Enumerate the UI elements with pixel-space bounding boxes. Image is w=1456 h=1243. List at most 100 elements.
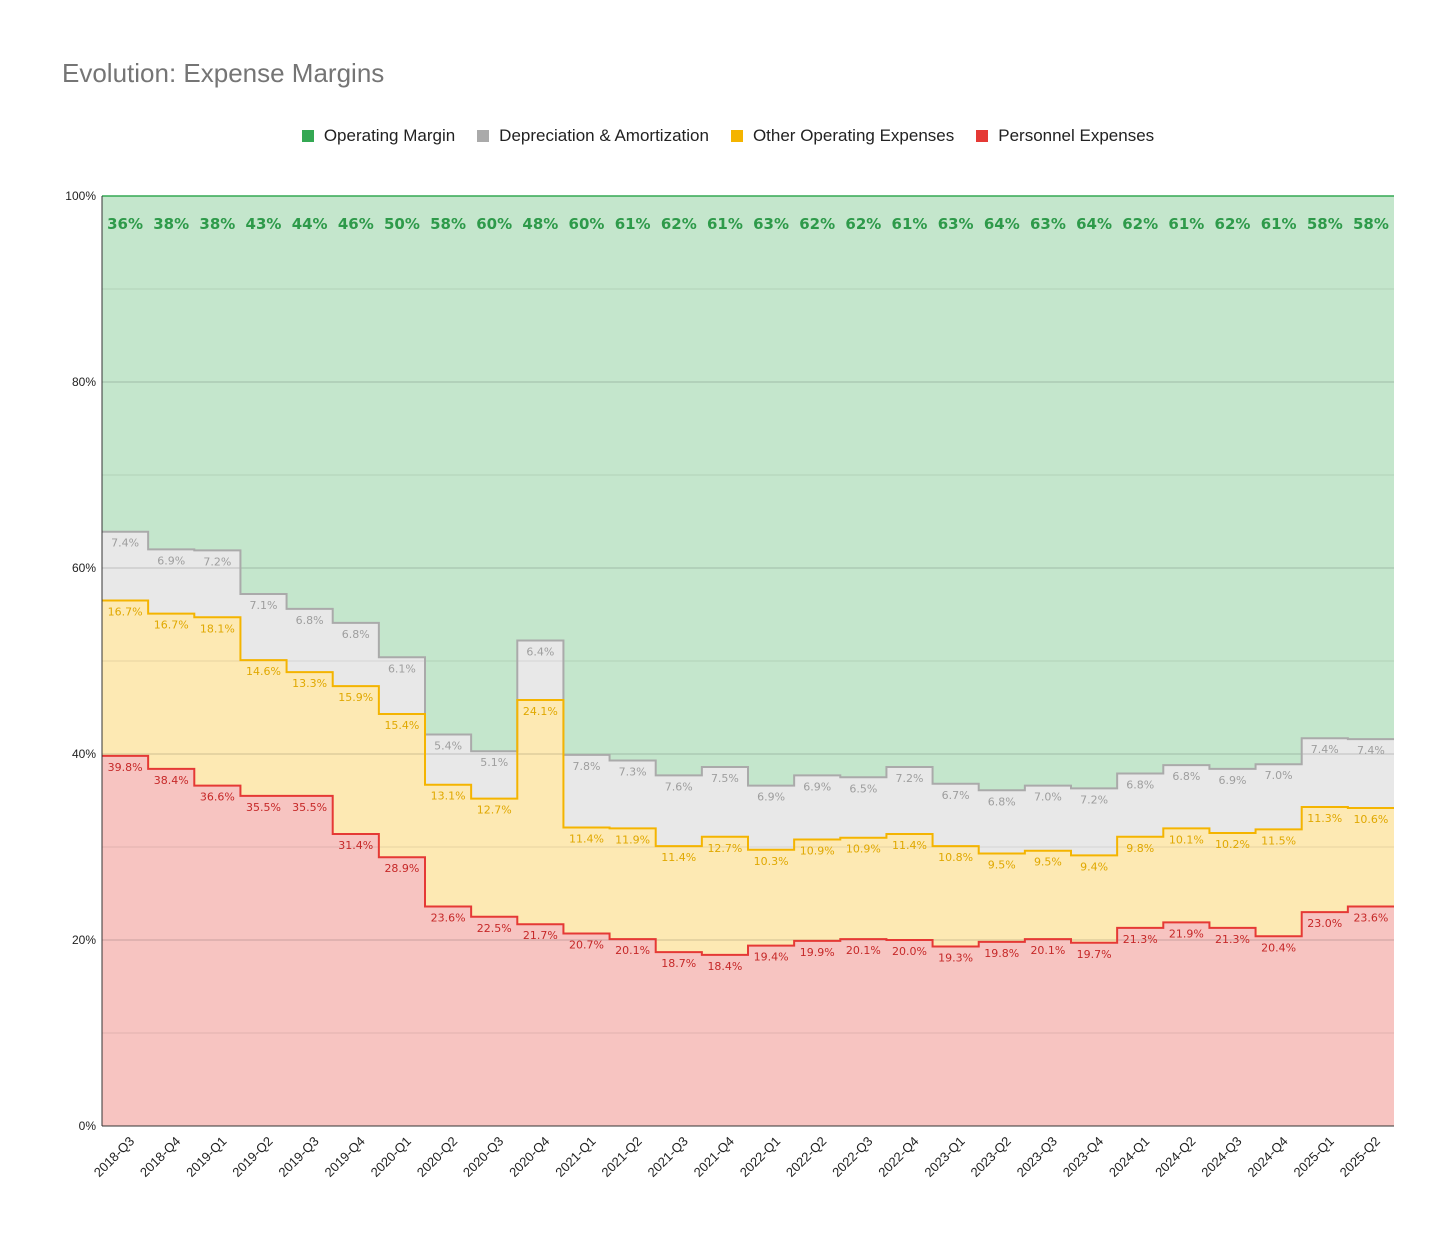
personnel-expenses-data-label: 21.3% [1123, 933, 1158, 946]
personnel-expenses-data-label: 20.1% [1030, 944, 1065, 957]
legend-label: Operating Margin [323, 126, 456, 145]
personnel-expenses-data-label: 20.7% [569, 938, 604, 951]
operating-margin-data-label: 62% [1122, 215, 1158, 233]
depreciation-and-amortization-data-label: 6.1% [388, 662, 416, 675]
personnel-expenses-data-label: 19.8% [984, 947, 1019, 960]
operating-margin-data-label: 62% [1215, 215, 1251, 233]
depreciation-and-amortization-data-label: 6.9% [757, 791, 785, 804]
depreciation-and-amortization-data-label: 7.1% [250, 599, 278, 612]
x-tick-label: 2021-Q2 [598, 1134, 644, 1180]
operating-margin-data-label: 38% [153, 215, 189, 233]
legend-item-operating-margin: Operating Margin [301, 126, 456, 146]
operating-margin-data-label: 43% [246, 215, 282, 233]
chart-legend: Operating Margin Depreciation & Amortizat… [0, 126, 1456, 146]
depreciation-and-amortization-data-label: 5.1% [480, 756, 508, 769]
operating-margin-data-label: 38% [199, 215, 235, 233]
operating-margin-data-label: 36% [107, 215, 143, 233]
y-tick-label: 100% [65, 189, 96, 203]
depreciation-and-amortization-data-label: 7.6% [665, 780, 693, 793]
operating-margin-data-label: 60% [569, 215, 605, 233]
other-operating-expenses-data-label: 10.3% [754, 855, 789, 868]
x-tick-label: 2024-Q1 [1106, 1134, 1152, 1180]
x-tick-label: 2019-Q2 [229, 1134, 275, 1180]
depreciation-and-amortization-data-label: 7.4% [111, 537, 139, 550]
other-operating-expenses-data-label: 10.9% [846, 843, 881, 856]
personnel-expenses-data-label: 23.6% [1353, 912, 1388, 925]
personnel-expenses-data-label: 19.4% [754, 951, 789, 964]
other-operating-expenses-data-label: 15.9% [338, 691, 373, 704]
depreciation-and-amortization-data-label: 7.5% [711, 772, 739, 785]
personnel-expenses-data-label: 23.0% [1307, 917, 1342, 930]
x-tick-label: 2023-Q4 [1060, 1134, 1106, 1180]
personnel-expenses-data-label: 20.1% [615, 944, 650, 957]
personnel-expenses-data-label: 23.6% [431, 912, 466, 925]
x-tick-label: 2018-Q3 [91, 1134, 137, 1180]
other-operating-expenses-data-label: 16.7% [154, 619, 189, 632]
legend-swatch [730, 130, 743, 142]
y-tick-label: 20% [72, 933, 96, 947]
x-tick-label: 2025-Q2 [1337, 1134, 1383, 1180]
depreciation-and-amortization-data-label: 6.7% [942, 789, 970, 802]
x-tick-label: 2024-Q3 [1198, 1134, 1244, 1180]
operating-margin-data-label: 58% [1353, 215, 1389, 233]
x-tick-label: 2022-Q4 [875, 1134, 921, 1180]
legend-swatch [301, 130, 314, 142]
operating-margin-data-label: 61% [892, 215, 928, 233]
x-tick-label: 2020-Q3 [460, 1134, 506, 1180]
depreciation-and-amortization-data-label: 7.0% [1034, 791, 1062, 804]
operating-margin-data-label: 48% [522, 215, 558, 233]
operating-margin-data-label: 62% [845, 215, 881, 233]
operating-margin-data-label: 46% [338, 215, 374, 233]
depreciation-and-amortization-data-label: 6.4% [526, 646, 554, 659]
personnel-expenses-data-label: 18.4% [707, 960, 742, 973]
personnel-expenses-data-label: 21.7% [523, 929, 558, 942]
other-operating-expenses-data-label: 11.4% [661, 851, 696, 864]
other-operating-expenses-data-label: 9.5% [988, 859, 1016, 872]
other-operating-expenses-data-label: 9.8% [1126, 842, 1154, 855]
x-tick-label: 2023-Q1 [921, 1134, 967, 1180]
depreciation-and-amortization-data-label: 6.8% [988, 795, 1016, 808]
other-operating-expenses-data-label: 13.1% [431, 790, 466, 803]
depreciation-and-amortization-data-label: 7.4% [1357, 744, 1385, 757]
operating-margin-data-label: 50% [384, 215, 420, 233]
depreciation-and-amortization-data-label: 6.9% [803, 780, 831, 793]
personnel-expenses-data-label: 18.7% [661, 957, 696, 970]
other-operating-expenses-data-label: 13.3% [292, 677, 327, 690]
y-tick-label: 80% [72, 375, 96, 389]
operating-margin-data-label: 58% [430, 215, 466, 233]
personnel-expenses-data-label: 21.3% [1215, 933, 1250, 946]
legend-label: Personnel Expenses [998, 126, 1155, 145]
operating-margin-data-label: 44% [292, 215, 328, 233]
other-operating-expenses-line [102, 599, 1394, 857]
personnel-expenses-data-label: 39.8% [108, 761, 143, 774]
personnel-expenses-data-label: 20.0% [892, 945, 927, 958]
legend-item-other-operating-expenses: Other Operating Expenses [730, 126, 954, 146]
personnel-expenses-data-label: 35.5% [292, 801, 327, 814]
x-tick-label: 2021-Q1 [552, 1134, 598, 1180]
x-tick-label: 2022-Q3 [829, 1134, 875, 1180]
operating-margin-data-label: 61% [615, 215, 651, 233]
legend-swatch [477, 130, 490, 142]
depreciation-and-amortization-data-label: 7.0% [1265, 769, 1293, 782]
other-operating-expenses-data-label: 11.4% [892, 839, 927, 852]
other-operating-expenses-data-label: 18.1% [200, 622, 235, 635]
depreciation-and-amortization-data-label: 6.8% [296, 614, 324, 627]
other-operating-expenses-data-label: 11.4% [569, 832, 604, 845]
personnel-expenses-data-label: 36.6% [200, 791, 235, 804]
other-operating-expenses-data-label: 10.8% [938, 851, 973, 864]
x-tick-label: 2023-Q3 [1014, 1134, 1060, 1180]
operating-margin-data-label: 58% [1307, 215, 1343, 233]
personnel-expenses-data-label: 19.9% [800, 946, 835, 959]
x-tick-label: 2022-Q2 [783, 1134, 829, 1180]
y-tick-label: 40% [72, 747, 96, 761]
personnel-expenses-data-label: 21.9% [1169, 927, 1204, 940]
other-operating-expenses-data-label: 11.3% [1307, 812, 1342, 825]
x-tick-label: 2023-Q2 [968, 1134, 1014, 1180]
x-tick-label: 2021-Q4 [691, 1134, 737, 1180]
x-tick-label: 2020-Q2 [414, 1134, 460, 1180]
depreciation-and-amortization-data-label: 6.5% [849, 782, 877, 795]
x-tick-label: 2019-Q4 [322, 1134, 368, 1180]
personnel-expenses-data-label: 35.5% [246, 801, 281, 814]
other-operating-expenses-data-label: 10.1% [1169, 833, 1204, 846]
depreciation-and-amortization-data-label: 7.2% [896, 772, 924, 785]
